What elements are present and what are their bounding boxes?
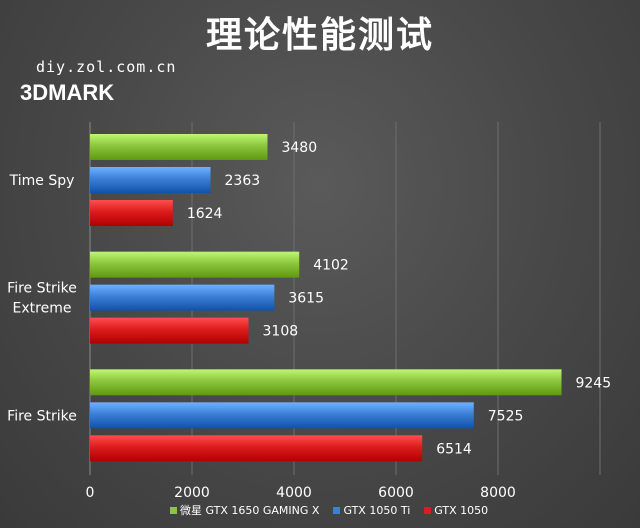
x-tick-label: 6000	[378, 485, 414, 501]
value-label: 3480	[281, 140, 317, 156]
bar	[90, 134, 268, 160]
value-label: 3615	[288, 291, 324, 307]
legend-item: GTX 1050 Ti	[333, 504, 410, 517]
value-label: 6514	[436, 441, 472, 457]
category-label: Fire Strike	[7, 408, 77, 424]
chart-title: 理论性能测试	[205, 15, 434, 56]
bar	[90, 402, 474, 429]
bar	[90, 167, 211, 193]
bars	[90, 134, 562, 462]
value-label: 9245	[575, 375, 611, 391]
legend-label: 微星 GTX 1650 GAMING X	[180, 504, 320, 517]
value-label: 1624	[187, 206, 223, 222]
x-tick-label: 2000	[174, 485, 210, 501]
x-tick-label: 0	[86, 485, 95, 501]
source-label: diy.zol.com.cn	[36, 58, 177, 76]
category-label: Fire Strike Extreme	[7, 281, 77, 317]
bar	[90, 251, 300, 278]
brand-label: 3DMARK	[20, 80, 115, 105]
legend-label: GTX 1050 Ti	[343, 503, 411, 517]
legend-item: 微星 GTX 1650 GAMING X	[170, 502, 319, 518]
x-tick-label: 8000	[480, 485, 516, 501]
bar	[90, 284, 275, 311]
bar	[90, 200, 173, 226]
bar	[90, 369, 562, 396]
category-label: Time Spy	[9, 173, 75, 189]
bar	[90, 435, 423, 462]
legend-swatch	[424, 506, 432, 514]
legend-item: GTX 1050	[424, 504, 488, 517]
labels: 0 2000 4000 6000 8000 3480 2363 1624 Time Spy 410…	[7, 140, 611, 501]
value-label: 4102	[313, 258, 349, 274]
value-label: 3108	[263, 324, 299, 340]
value-label: 2363	[225, 173, 261, 189]
x-tick-label: 4000	[276, 485, 312, 501]
value-label: 7525	[488, 408, 524, 424]
legend-swatch	[333, 506, 341, 514]
legend-swatch	[170, 506, 177, 514]
legend: 微星 GTX 1650 GAMING X GTX 1050 Ti GTX 1050	[170, 502, 488, 518]
legend-label: GTX 1050	[434, 503, 489, 517]
bar	[90, 317, 249, 344]
